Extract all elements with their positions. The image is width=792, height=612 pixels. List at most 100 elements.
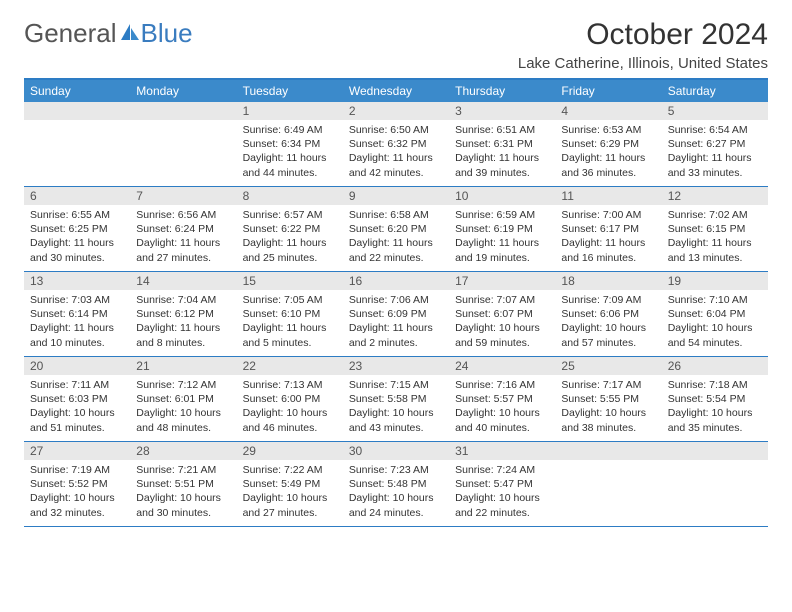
day-number: 16 xyxy=(343,272,449,290)
daylight-text: Daylight: 11 hours and 13 minutes. xyxy=(668,236,762,264)
day-number: 15 xyxy=(237,272,343,290)
day-header: Monday xyxy=(130,80,236,102)
day-content: Sunrise: 7:07 AMSunset: 6:07 PMDaylight:… xyxy=(449,290,555,356)
sunset-text: Sunset: 5:51 PM xyxy=(136,477,230,491)
day-content: Sunrise: 7:19 AMSunset: 5:52 PMDaylight:… xyxy=(24,460,130,526)
day-content: Sunrise: 7:22 AMSunset: 5:49 PMDaylight:… xyxy=(237,460,343,526)
sunset-text: Sunset: 6:25 PM xyxy=(30,222,124,236)
logo-sail-icon xyxy=(119,18,141,49)
day-number: 21 xyxy=(130,357,236,375)
daylight-text: Daylight: 10 hours and 27 minutes. xyxy=(243,491,337,519)
day-header: Thursday xyxy=(449,80,555,102)
day-header: Friday xyxy=(555,80,661,102)
daylight-text: Daylight: 10 hours and 57 minutes. xyxy=(561,321,655,349)
day-number: 17 xyxy=(449,272,555,290)
daylight-text: Daylight: 11 hours and 8 minutes. xyxy=(136,321,230,349)
sunset-text: Sunset: 6:31 PM xyxy=(455,137,549,151)
sunrise-text: Sunrise: 7:24 AM xyxy=(455,463,549,477)
sunrise-text: Sunrise: 6:49 AM xyxy=(243,123,337,137)
sunrise-text: Sunrise: 7:13 AM xyxy=(243,378,337,392)
day-cell: 19Sunrise: 7:10 AMSunset: 6:04 PMDayligh… xyxy=(662,272,768,356)
calendar-page: GeneralBlue October 2024 Lake Catherine,… xyxy=(0,0,792,545)
sunset-text: Sunset: 6:29 PM xyxy=(561,137,655,151)
daylight-text: Daylight: 10 hours and 43 minutes. xyxy=(349,406,443,434)
daylight-text: Daylight: 10 hours and 54 minutes. xyxy=(668,321,762,349)
day-cell: 8Sunrise: 6:57 AMSunset: 6:22 PMDaylight… xyxy=(237,187,343,271)
day-number: 31 xyxy=(449,442,555,460)
day-number xyxy=(130,102,236,120)
sunrise-text: Sunrise: 6:58 AM xyxy=(349,208,443,222)
day-number: 19 xyxy=(662,272,768,290)
sunset-text: Sunset: 6:04 PM xyxy=(668,307,762,321)
day-number: 26 xyxy=(662,357,768,375)
day-content: Sunrise: 6:55 AMSunset: 6:25 PMDaylight:… xyxy=(24,205,130,271)
sunrise-text: Sunrise: 7:03 AM xyxy=(30,293,124,307)
daylight-text: Daylight: 11 hours and 36 minutes. xyxy=(561,151,655,179)
daylight-text: Daylight: 11 hours and 30 minutes. xyxy=(30,236,124,264)
daylight-text: Daylight: 11 hours and 10 minutes. xyxy=(30,321,124,349)
sunset-text: Sunset: 6:09 PM xyxy=(349,307,443,321)
day-content: Sunrise: 7:23 AMSunset: 5:48 PMDaylight:… xyxy=(343,460,449,526)
day-header: Sunday xyxy=(24,80,130,102)
day-content: Sunrise: 7:09 AMSunset: 6:06 PMDaylight:… xyxy=(555,290,661,356)
day-cell: 7Sunrise: 6:56 AMSunset: 6:24 PMDaylight… xyxy=(130,187,236,271)
sunset-text: Sunset: 6:32 PM xyxy=(349,137,443,151)
day-cell: 31Sunrise: 7:24 AMSunset: 5:47 PMDayligh… xyxy=(449,442,555,526)
day-number xyxy=(662,442,768,460)
day-cell: 5Sunrise: 6:54 AMSunset: 6:27 PMDaylight… xyxy=(662,102,768,186)
day-number: 29 xyxy=(237,442,343,460)
sunset-text: Sunset: 5:48 PM xyxy=(349,477,443,491)
day-number: 7 xyxy=(130,187,236,205)
daylight-text: Daylight: 11 hours and 33 minutes. xyxy=(668,151,762,179)
daylight-text: Daylight: 10 hours and 24 minutes. xyxy=(349,491,443,519)
day-cell: 26Sunrise: 7:18 AMSunset: 5:54 PMDayligh… xyxy=(662,357,768,441)
day-cell: 16Sunrise: 7:06 AMSunset: 6:09 PMDayligh… xyxy=(343,272,449,356)
sunrise-text: Sunrise: 7:07 AM xyxy=(455,293,549,307)
sunrise-text: Sunrise: 6:59 AM xyxy=(455,208,549,222)
week-row: 1Sunrise: 6:49 AMSunset: 6:34 PMDaylight… xyxy=(24,102,768,187)
sunset-text: Sunset: 6:06 PM xyxy=(561,307,655,321)
day-content: Sunrise: 7:17 AMSunset: 5:55 PMDaylight:… xyxy=(555,375,661,441)
day-cell: 15Sunrise: 7:05 AMSunset: 6:10 PMDayligh… xyxy=(237,272,343,356)
daylight-text: Daylight: 11 hours and 5 minutes. xyxy=(243,321,337,349)
sunrise-text: Sunrise: 7:11 AM xyxy=(30,378,124,392)
sunset-text: Sunset: 5:47 PM xyxy=(455,477,549,491)
sunset-text: Sunset: 6:12 PM xyxy=(136,307,230,321)
day-number: 12 xyxy=(662,187,768,205)
sunrise-text: Sunrise: 6:50 AM xyxy=(349,123,443,137)
sunset-text: Sunset: 6:00 PM xyxy=(243,392,337,406)
sunrise-text: Sunrise: 6:51 AM xyxy=(455,123,549,137)
sunset-text: Sunset: 5:55 PM xyxy=(561,392,655,406)
day-content: Sunrise: 7:10 AMSunset: 6:04 PMDaylight:… xyxy=(662,290,768,356)
day-cell: 23Sunrise: 7:15 AMSunset: 5:58 PMDayligh… xyxy=(343,357,449,441)
sunrise-text: Sunrise: 6:54 AM xyxy=(668,123,762,137)
sunrise-text: Sunrise: 6:56 AM xyxy=(136,208,230,222)
sunrise-text: Sunrise: 7:02 AM xyxy=(668,208,762,222)
day-cell: 17Sunrise: 7:07 AMSunset: 6:07 PMDayligh… xyxy=(449,272,555,356)
daylight-text: Daylight: 10 hours and 30 minutes. xyxy=(136,491,230,519)
day-cell: 2Sunrise: 6:50 AMSunset: 6:32 PMDaylight… xyxy=(343,102,449,186)
day-content: Sunrise: 7:06 AMSunset: 6:09 PMDaylight:… xyxy=(343,290,449,356)
sunset-text: Sunset: 6:01 PM xyxy=(136,392,230,406)
day-cell: 30Sunrise: 7:23 AMSunset: 5:48 PMDayligh… xyxy=(343,442,449,526)
sunset-text: Sunset: 5:49 PM xyxy=(243,477,337,491)
day-number: 18 xyxy=(555,272,661,290)
day-content: Sunrise: 7:12 AMSunset: 6:01 PMDaylight:… xyxy=(130,375,236,441)
day-number: 11 xyxy=(555,187,661,205)
day-number: 25 xyxy=(555,357,661,375)
daylight-text: Daylight: 10 hours and 38 minutes. xyxy=(561,406,655,434)
sunrise-text: Sunrise: 7:10 AM xyxy=(668,293,762,307)
day-content: Sunrise: 6:49 AMSunset: 6:34 PMDaylight:… xyxy=(237,120,343,186)
logo: GeneralBlue xyxy=(24,18,193,49)
daylight-text: Daylight: 10 hours and 59 minutes. xyxy=(455,321,549,349)
week-row: 20Sunrise: 7:11 AMSunset: 6:03 PMDayligh… xyxy=(24,357,768,442)
sunset-text: Sunset: 5:52 PM xyxy=(30,477,124,491)
day-content: Sunrise: 7:05 AMSunset: 6:10 PMDaylight:… xyxy=(237,290,343,356)
day-number: 27 xyxy=(24,442,130,460)
day-cell: 29Sunrise: 7:22 AMSunset: 5:49 PMDayligh… xyxy=(237,442,343,526)
day-number xyxy=(555,442,661,460)
day-content: Sunrise: 6:51 AMSunset: 6:31 PMDaylight:… xyxy=(449,120,555,186)
day-cell xyxy=(130,102,236,186)
day-cell: 18Sunrise: 7:09 AMSunset: 6:06 PMDayligh… xyxy=(555,272,661,356)
day-cell xyxy=(662,442,768,526)
